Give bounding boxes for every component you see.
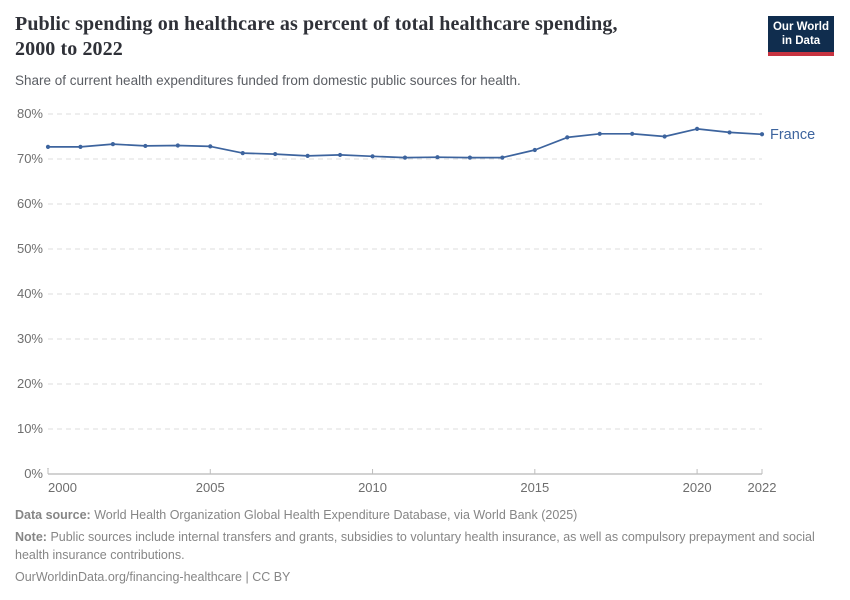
data-point-france-2003[interactable] [143, 143, 148, 149]
note-line: Note: Public sources include internal tr… [15, 528, 815, 564]
data-source-text: World Health Organization Global Health … [94, 508, 578, 522]
data-point-france-2009[interactable] [337, 152, 343, 158]
note-label: Note: [15, 530, 47, 544]
data-point-france-2005[interactable] [208, 144, 213, 149]
page-title: Public spending on healthcare as percent… [15, 13, 618, 60]
x-tick-label-2010: 2010 [358, 480, 387, 495]
data-point-france-2012[interactable] [435, 155, 440, 160]
y-tick-label-60: 60% [17, 196, 43, 211]
owid-logo-line1: Our World [772, 21, 829, 33]
data-point-france-2007[interactable] [273, 151, 278, 157]
note-text: Public sources include internal transfer… [15, 530, 815, 562]
y-tick-label-0: 0% [24, 466, 43, 481]
data-point-france-2021[interactable] [727, 130, 732, 135]
chart-subtitle: Share of current health expenditures fun… [15, 73, 521, 88]
data-point-france-2000[interactable] [45, 144, 51, 149]
owid-logo-line2: in Data [781, 34, 821, 47]
citation-separator: | [241, 570, 253, 584]
x-tick-label-2000: 2000 [48, 480, 77, 495]
x-tick-label-2020: 2020 [683, 480, 712, 495]
line-chart: 0% 10% 20% 30% 40% 50% 60% 70% 80% 2000 2005 2010 20… [17, 106, 815, 495]
data-point-france-2010[interactable] [370, 154, 375, 159]
data-source-line: Data source: World Health Organization G… [15, 506, 815, 524]
data-point-france-2018[interactable] [630, 131, 635, 136]
owid-url-link[interactable]: OurWorldinData.org/financing-healthcare [15, 570, 242, 584]
data-point-france-2008[interactable] [305, 153, 310, 158]
x-tick-label-2015: 2015 [520, 480, 549, 495]
data-point-france-2019[interactable] [662, 134, 667, 139]
data-point-france-2001[interactable] [78, 144, 83, 149]
x-tick-label-2005: 2005 [196, 480, 225, 495]
data-source-label: Data source: [15, 508, 91, 522]
x-tick-label-2022: 2022 [748, 480, 777, 495]
y-tick-label-20: 20% [17, 376, 43, 391]
y-tick-label-70: 70% [17, 151, 43, 166]
data-point-france-2013[interactable] [467, 155, 473, 160]
y-tick-label-80: 80% [17, 106, 43, 121]
series-label-france[interactable]: France [770, 127, 815, 143]
owid-logo[interactable]: Our World in Data [768, 16, 834, 56]
owid-logo-accent-bar [768, 52, 834, 56]
data-line-france [48, 128, 763, 159]
y-tick-label-30: 30% [17, 331, 43, 346]
y-tick-label-10: 10% [17, 421, 43, 436]
data-point-france-2015[interactable] [532, 147, 537, 153]
data-point-france-2016[interactable] [565, 135, 570, 140]
data-point-france-2004[interactable] [175, 143, 180, 148]
owid-logo-box: Our World in Data [768, 16, 834, 52]
chart-footer: Data source: World Health Organization G… [15, 506, 815, 590]
y-tick-label-40: 40% [17, 286, 43, 301]
data-point-france-2014[interactable] [500, 155, 505, 160]
data-point-france-2006[interactable] [240, 151, 245, 156]
license-link[interactable]: CC BY [252, 570, 291, 584]
data-point-france-2022[interactable] [759, 132, 765, 137]
data-point-france-2011[interactable] [402, 155, 408, 160]
data-point-france-2017[interactable] [597, 131, 602, 136]
y-tick-label-50: 50% [17, 241, 43, 256]
data-point-france-2020[interactable] [694, 126, 700, 131]
data-point-france-2002[interactable] [110, 142, 116, 147]
citation-line: OurWorldinData.org/financing-healthcare … [15, 568, 815, 586]
